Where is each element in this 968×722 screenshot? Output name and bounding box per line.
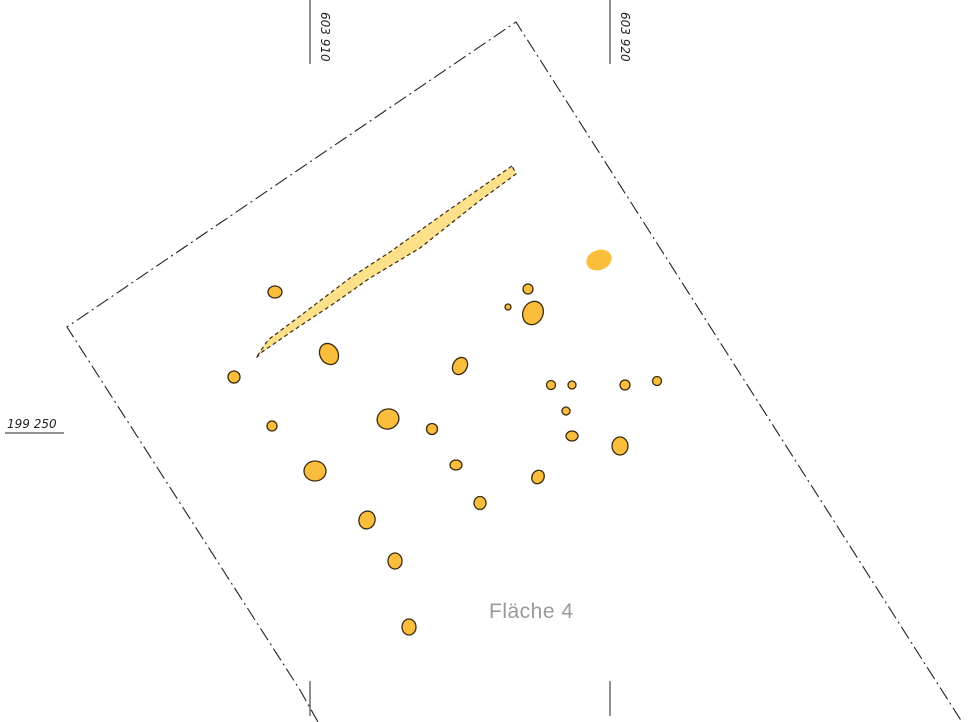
posthole xyxy=(522,283,534,295)
posthole xyxy=(358,510,376,530)
posthole xyxy=(651,375,663,387)
posthole xyxy=(611,436,629,456)
posthole xyxy=(567,380,577,390)
posthole xyxy=(425,422,439,436)
linear-feature-trench xyxy=(255,165,517,359)
easting-label-right: 603 920 xyxy=(618,12,632,62)
posthole-features xyxy=(227,249,663,636)
posthole xyxy=(473,495,487,511)
posthole xyxy=(227,370,241,384)
posthole xyxy=(387,552,403,570)
posthole xyxy=(266,420,278,432)
posthole xyxy=(619,379,631,391)
easting-label-left: 603 910 xyxy=(318,12,332,62)
posthole xyxy=(531,469,545,485)
area-label: Fläche 4 xyxy=(489,600,574,623)
posthole xyxy=(376,408,400,430)
posthole xyxy=(449,459,463,471)
posthole xyxy=(561,406,571,416)
posthole xyxy=(565,430,579,442)
posthole xyxy=(521,300,545,326)
posthole xyxy=(267,285,283,299)
posthole xyxy=(451,356,469,376)
northing-label: 199 250 xyxy=(7,417,57,431)
posthole xyxy=(318,342,340,366)
excavation-boundary xyxy=(66,21,963,722)
posthole xyxy=(401,618,417,636)
posthole xyxy=(504,303,512,311)
posthole xyxy=(586,249,612,271)
posthole xyxy=(545,379,557,391)
posthole xyxy=(303,460,327,482)
